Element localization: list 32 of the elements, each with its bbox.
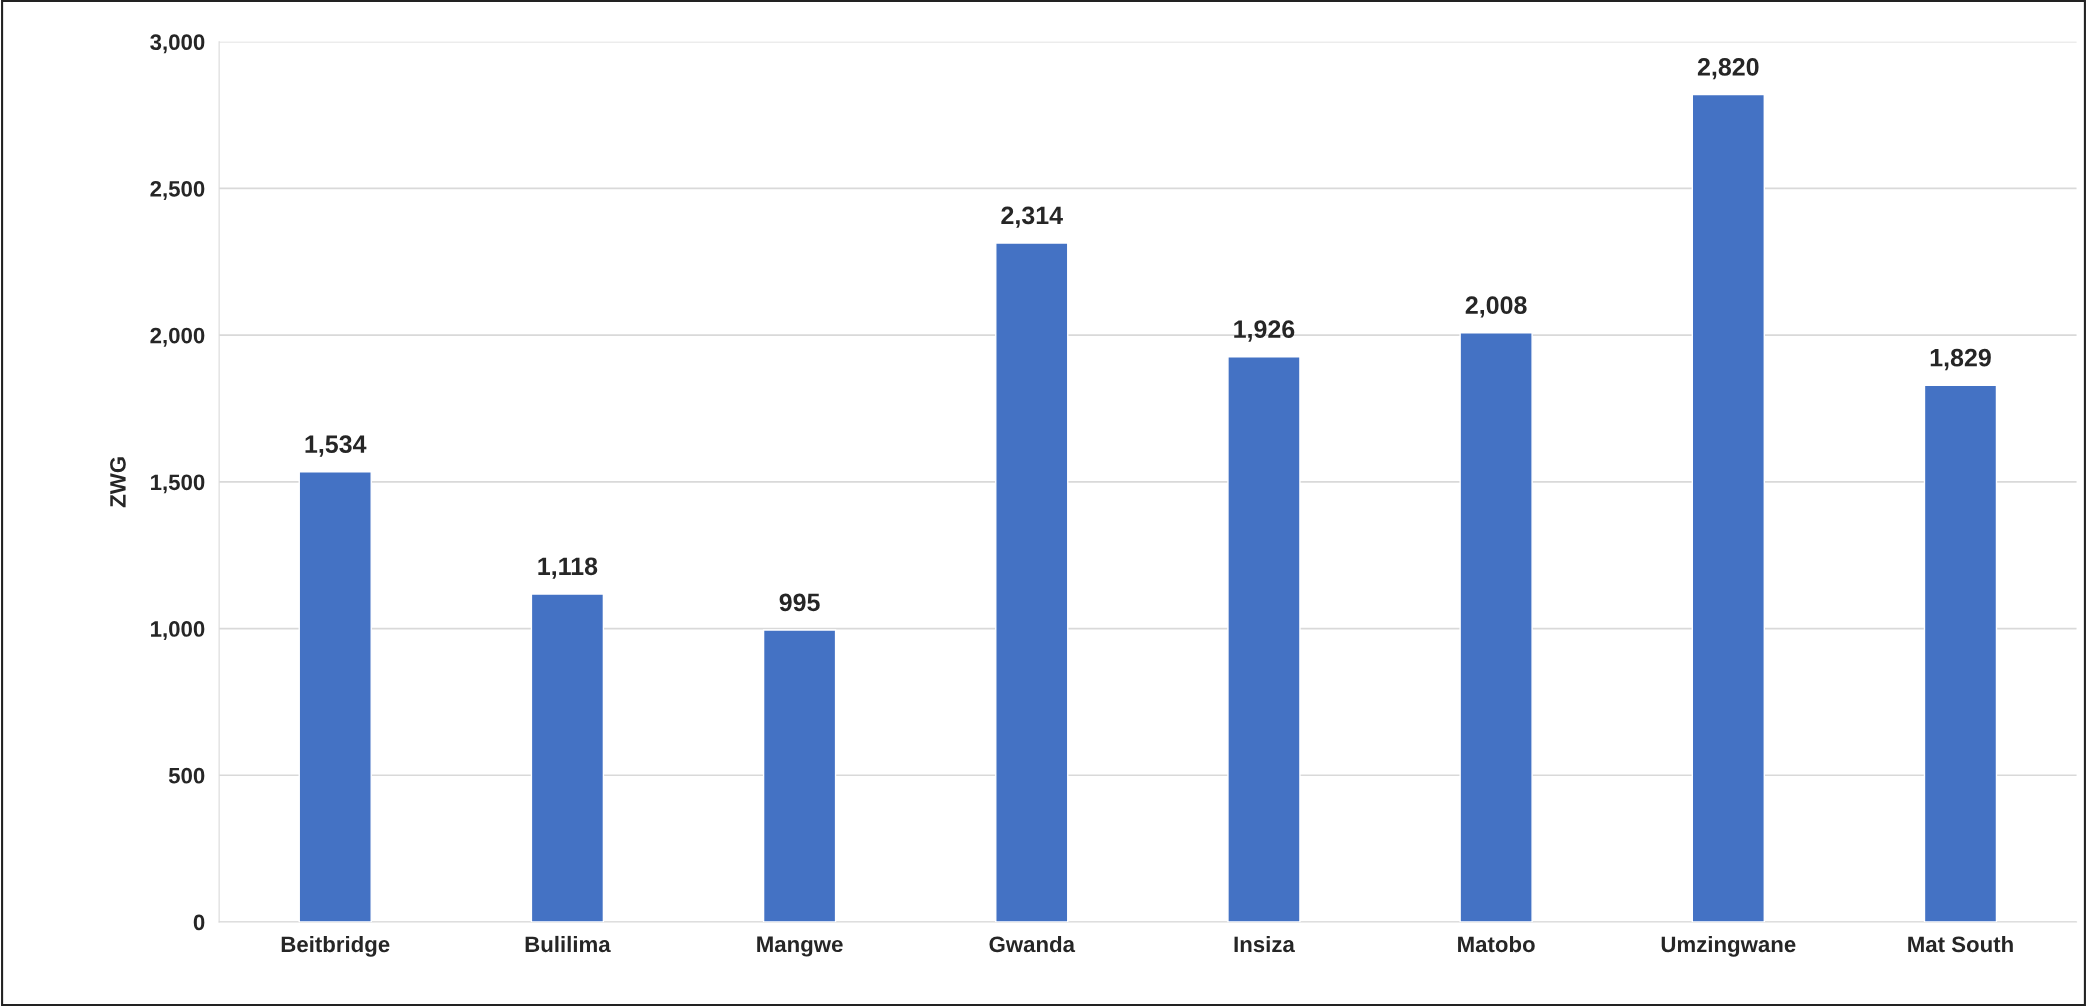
data-label: 1,118 [538,557,598,579]
x-tick-label: Mat South [1908,935,2013,953]
bar [298,471,372,922]
x-tick-label: Mangwe [757,936,843,957]
y-tick-label: 3,000 [150,34,205,54]
bar [1923,384,1998,922]
bar [530,593,605,922]
bar [1691,93,1765,922]
bar [995,242,1069,922]
y-tick-label: 2,000 [150,327,205,347]
y-tick-label: 1,000 [151,621,205,641]
bar [1459,332,1533,922]
x-tick-label: Bulilima [525,935,611,953]
x-tick-label: Matobo [1458,935,1535,953]
bar [1227,356,1301,922]
bar [762,629,837,922]
data-label: 1,829 [1930,348,1991,371]
y-tick-label: 0 [193,914,205,931]
data-label: 1,534 [305,435,367,457]
y-tick-label: 500 [168,767,205,784]
data-label: 2,008 [1465,296,1527,318]
data-label: 2,820 [1697,58,1759,80]
y-tick-label: 1,500 [151,474,205,494]
x-tick-label: Gwanda [989,935,1076,953]
x-tick-label: Beitbridge [281,935,390,957]
data-label: 995 [779,593,820,612]
data-label: 1,926 [1234,320,1295,342]
x-tick-label: Umzingwane [1661,935,1796,957]
y-tick-label: 2,500 [150,180,205,200]
y-axis-title: ZWG [110,457,126,508]
data-label: 2,314 [1001,206,1063,228]
x-tick-label: Insiza [1234,935,1295,953]
